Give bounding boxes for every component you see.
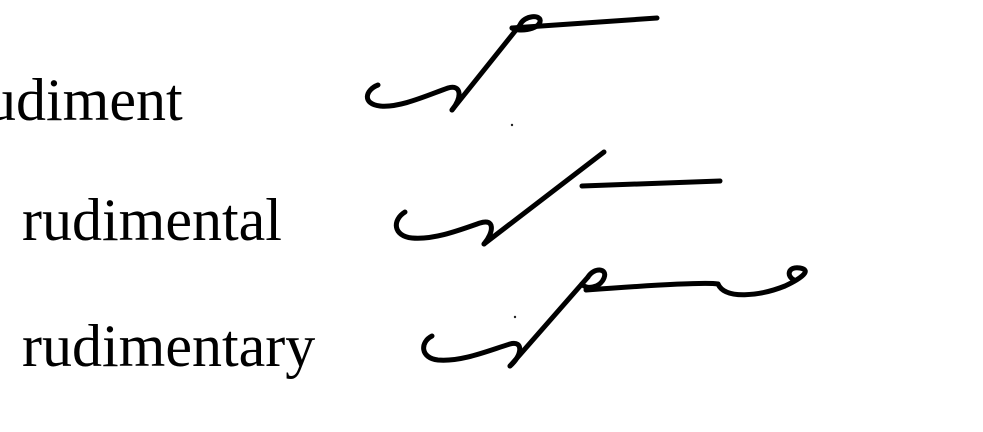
shorthand-outline-rudimentary — [421, 265, 808, 369]
shorthand-outline-rudimental — [393, 149, 723, 247]
entry-word-rudiment: udiment — [0, 67, 183, 133]
scan-speck — [510, 123, 514, 127]
entry-word-rudimentary: rudimentary — [22, 313, 316, 379]
shorthand-outline-rudiment — [364, 14, 660, 113]
entry-word-rudimental: rudimental — [22, 187, 282, 253]
scan-speck — [513, 315, 517, 319]
